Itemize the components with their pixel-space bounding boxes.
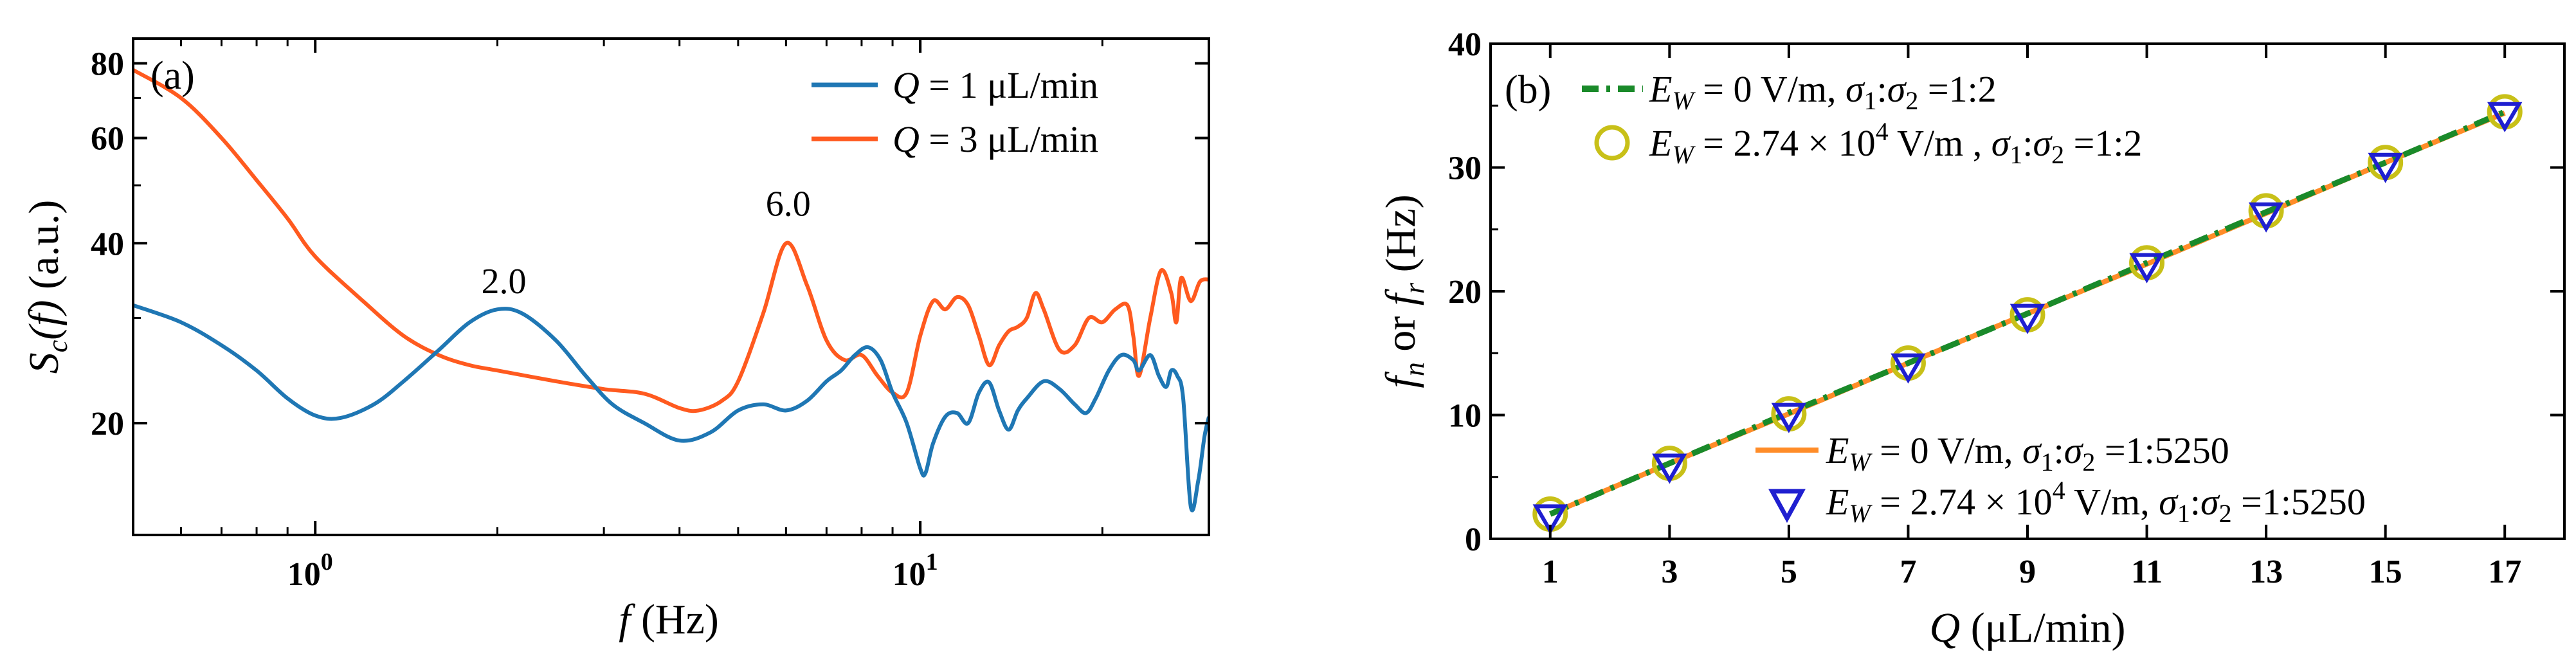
panel-b-x-axis-title: Q (μL/min): [1930, 604, 2126, 651]
legend-b-label-1: EW = 2.74 × 104 V/m , σ1:σ2 =1:2: [1649, 117, 2142, 169]
legend-a-label-q1: Q = 1 μL/min: [893, 64, 1098, 106]
panel-b-ylabel-or: or: [1377, 305, 1424, 362]
peak-label-0: 2.0: [482, 262, 527, 302]
marker-b-triangle-7: [2368, 152, 2403, 183]
x-tick-label-b-0: 1: [1542, 554, 1559, 590]
panel-b-ylabel-sub-n: n: [1399, 362, 1430, 376]
panel-b-y-axis-title: fn or fr (Hz): [1377, 194, 1430, 388]
legend-a-rest-q3: = 3 μL/min: [920, 118, 1098, 160]
marker-b-triangle-1: [1652, 453, 1687, 484]
legend-b-label-3: EW = 2.74 × 104 V/m, σ1:σ2 =1:5250: [1826, 476, 2366, 528]
x-tick-label-b-2: 5: [1781, 554, 1797, 590]
panel-a-ticks: 100 101 20 40 60 80 2.0 6.0: [91, 39, 1210, 593]
x-tick-label-b-1: 3: [1661, 554, 1678, 590]
panel-a-x-axis-title: f (Hz): [619, 596, 719, 643]
x-tick-label-b-5: 11: [2131, 554, 2163, 590]
panel-b-legend: EW = 0 V/m, σ1:σ2 =1:2 EW = 2.74 × 104 V…: [1582, 68, 2366, 528]
y-tick-label-b-1: 10: [1448, 398, 1482, 435]
legend-a-var-q3: Q: [893, 118, 920, 160]
panel-a-ylabel-var: S: [21, 352, 68, 374]
legend-b-label-0: EW = 0 V/m, σ1:σ2 =1:2: [1649, 68, 1997, 115]
marker-b-triangle-4: [2009, 303, 2045, 334]
panel-a-xlabel-unit: (Hz): [641, 596, 719, 643]
y-tick-label-a-2: 60: [91, 121, 124, 158]
y-tick-label-a-1: 40: [91, 226, 124, 262]
marker-b-triangle-2: [1771, 403, 1807, 433]
panel-b-ylabel-sub-r: r: [1399, 282, 1430, 294]
panel-a-frame: [132, 37, 1210, 536]
marker-b-triangle-3: [1891, 353, 1926, 384]
legend-a-label-q3: Q = 3 μL/min: [893, 118, 1098, 160]
peak-label-1: 6.0: [766, 184, 811, 224]
panel-a-ylabel-arg: (f): [21, 300, 68, 340]
x-tick-label-a-0: 100: [287, 548, 333, 593]
panel-a-plot-area: [133, 68, 1209, 512]
panel-b-xlabel-var: Q: [1930, 604, 1961, 651]
x-tick-label-b-6: 13: [2249, 554, 2283, 590]
y-tick-label-b-3: 30: [1448, 150, 1482, 187]
y-tick-label-b-0: 0: [1465, 521, 1482, 558]
panel-a-legend: Q = 1 μL/min Q = 3 μL/min: [812, 64, 1098, 160]
x-tick-label-b-7: 15: [2369, 554, 2402, 590]
y-tick-label-b-2: 20: [1448, 274, 1482, 311]
marker-b-triangle-6: [2248, 202, 2284, 233]
series-b-dashdot-line: [1549, 109, 2506, 517]
panel-b-label: (b): [1505, 68, 1551, 112]
panel-a-ylabel-unit: (a.u.): [21, 200, 68, 289]
y-tick-label-b-4: 40: [1448, 26, 1482, 63]
legend-a-var-q1: Q: [893, 64, 920, 106]
panel-b-plot-area: [1532, 94, 2523, 535]
marker-b-triangle-5: [2129, 253, 2164, 284]
marker-b-triangle-8: [2487, 102, 2523, 132]
series-a-q1-line: [133, 303, 1209, 512]
panel-a-ylabel-sub: c: [42, 340, 73, 352]
x-tick-label-b-3: 7: [1900, 554, 1916, 590]
y-tick-label-a-0: 20: [91, 406, 124, 442]
legend-a-rest-q1: = 1 μL/min: [920, 64, 1098, 106]
x-tick-label-b-8: 17: [2488, 554, 2521, 590]
panel-a: 100 101 20 40 60 80 2.0 6.0 (a) Sc(f) (a.u.) f …: [21, 37, 1210, 643]
x-tick-label-a-1: 101: [893, 548, 938, 593]
marker-b-triangle-0: [1532, 504, 1568, 535]
y-tick-label-a-3: 80: [91, 46, 124, 82]
panel-b-xlabel-unit: (μL/min): [1971, 604, 2126, 651]
series-a-q3-line: [133, 68, 1209, 413]
legend-b-circle-marker: [1594, 125, 1630, 161]
x-tick-label-b-4: 9: [2019, 554, 2036, 590]
legend-b-triangle-marker: [1768, 489, 1806, 523]
legend-b-label-2: EW = 0 V/m, σ1:σ2 =1:5250: [1826, 430, 2229, 476]
panel-a-y-axis-title: Sc(f) (a.u.): [21, 200, 73, 374]
panel-b-ylabel-unit: (Hz): [1377, 194, 1424, 272]
panel-a-label: (a): [150, 54, 195, 98]
